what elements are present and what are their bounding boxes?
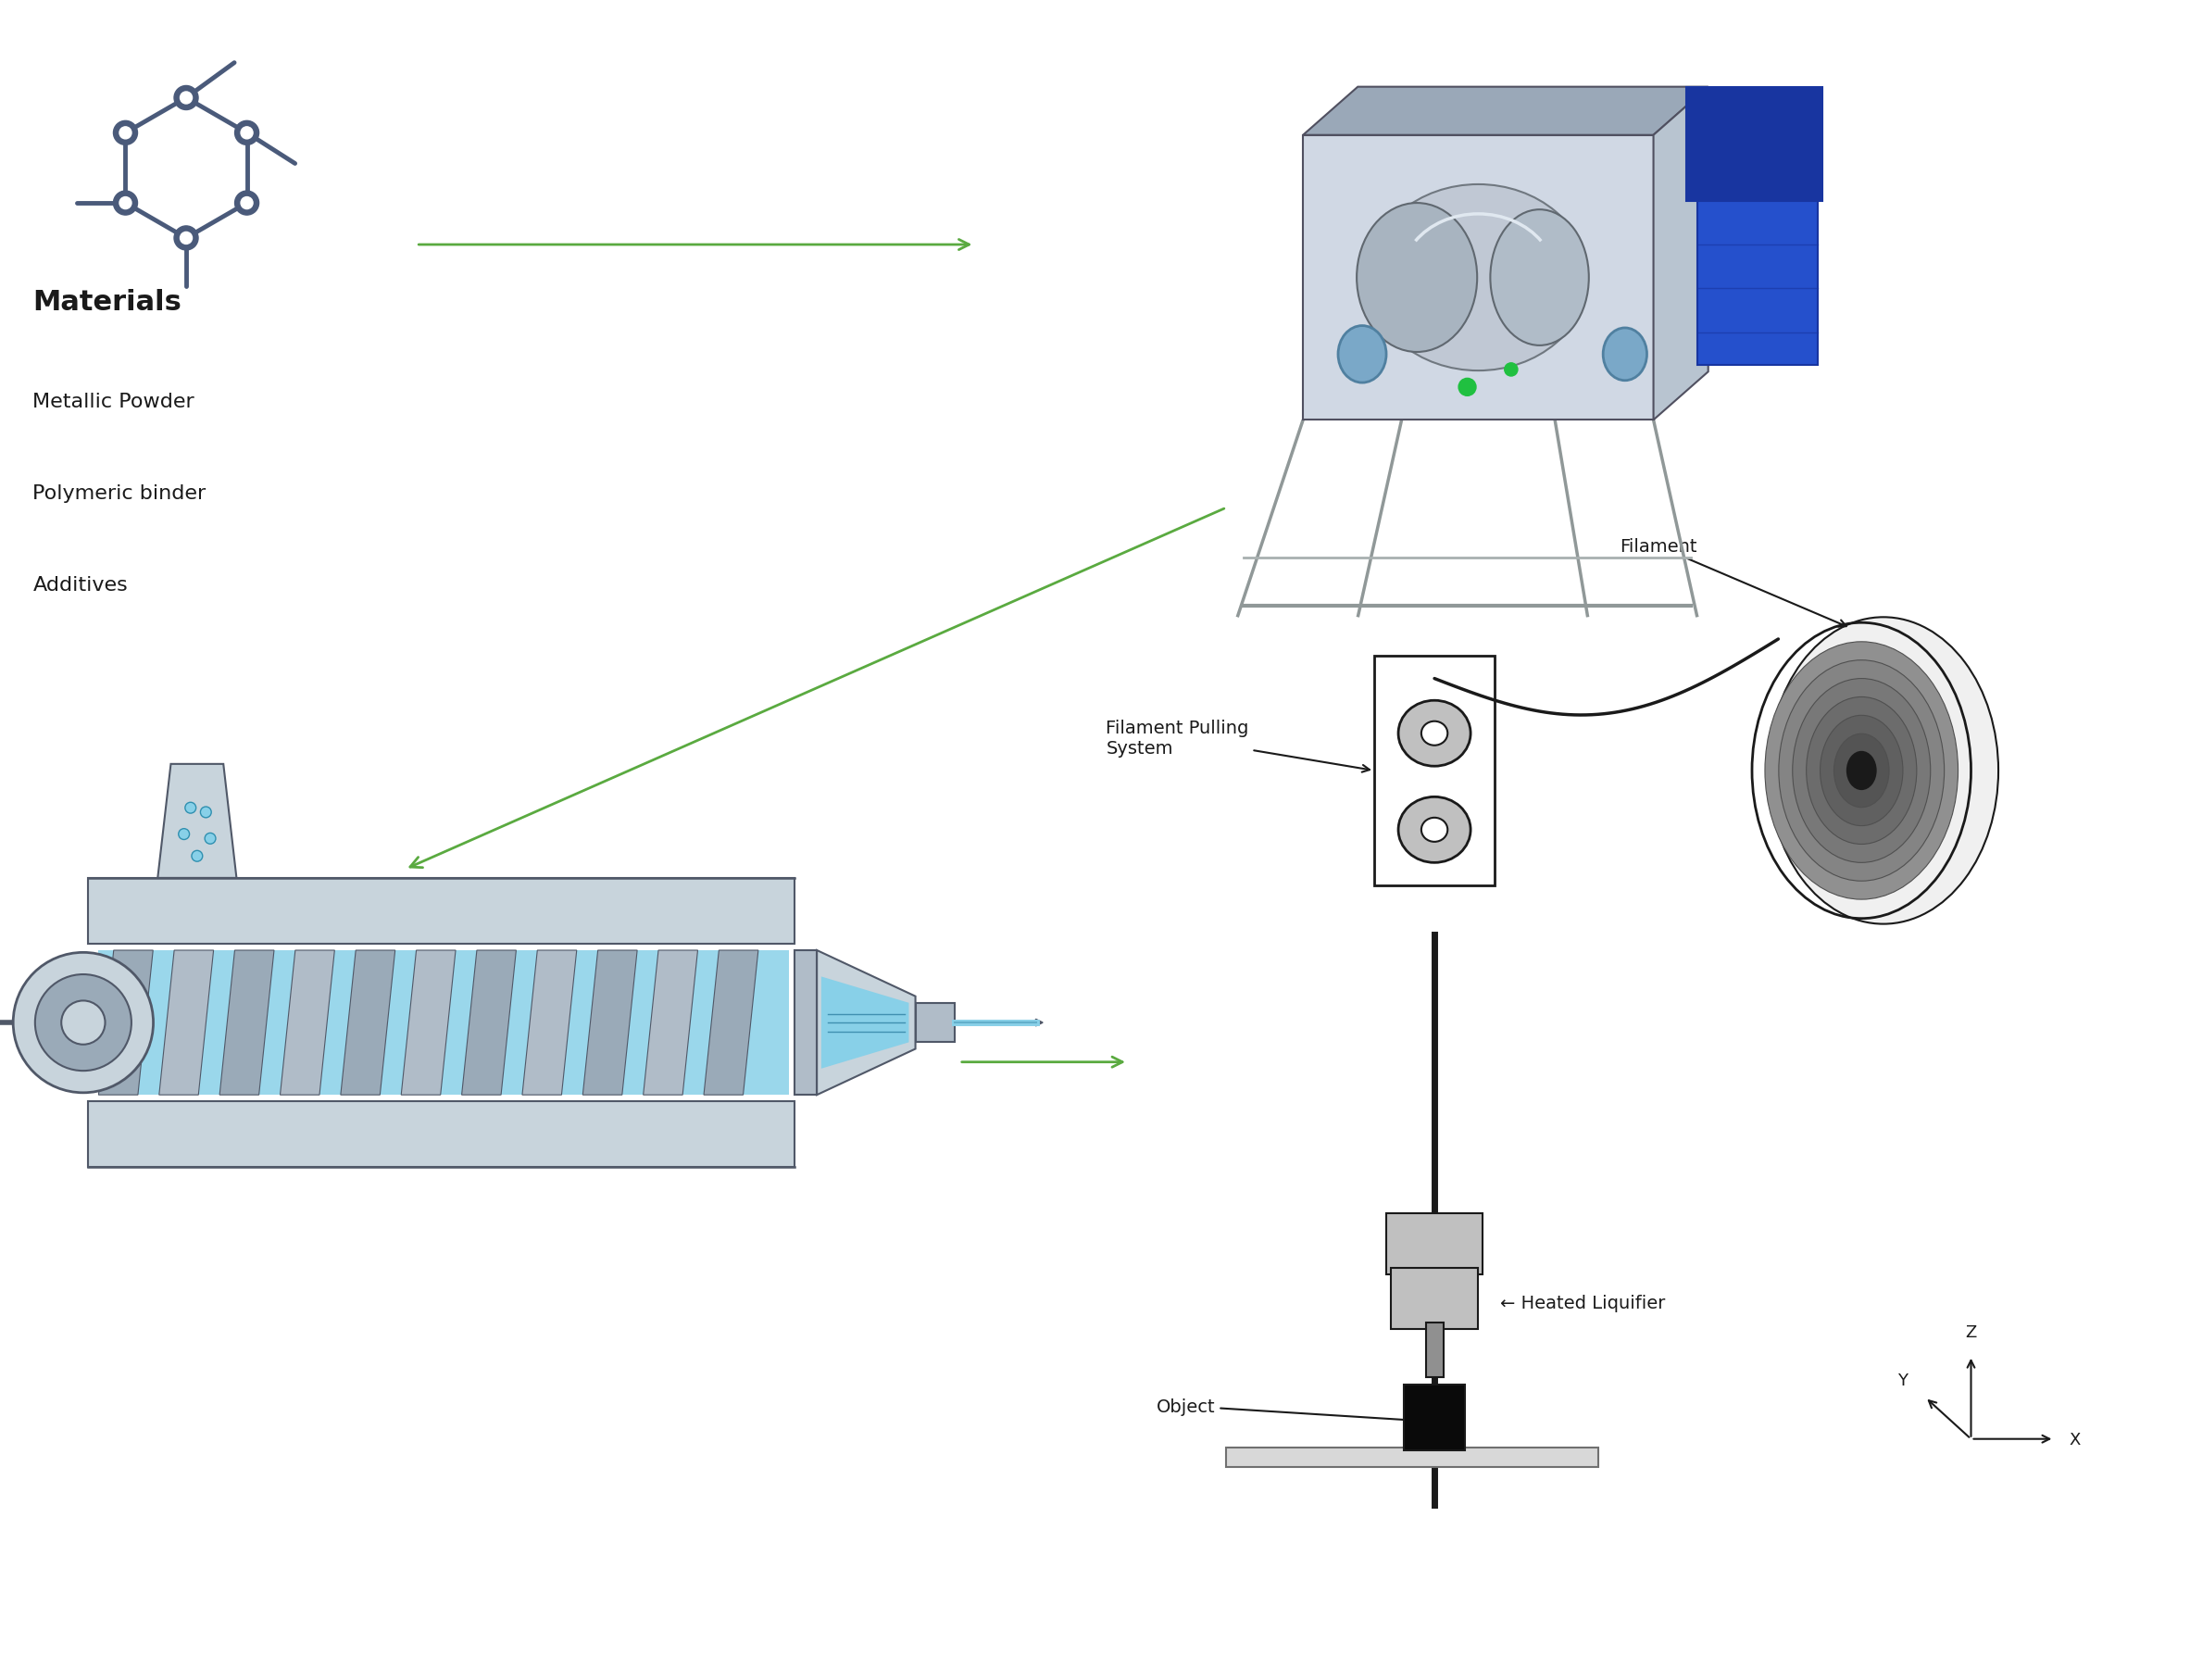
Ellipse shape (1489, 210, 1590, 346)
Ellipse shape (1848, 753, 1875, 790)
Polygon shape (342, 951, 394, 1095)
Polygon shape (160, 951, 215, 1095)
Ellipse shape (1833, 734, 1890, 808)
Ellipse shape (1791, 679, 1932, 864)
Ellipse shape (1603, 329, 1647, 381)
Ellipse shape (1778, 660, 1945, 882)
Text: Materials: Materials (33, 289, 182, 316)
Bar (1697, 168, 1818, 366)
Ellipse shape (1820, 716, 1903, 827)
Ellipse shape (1767, 618, 1997, 924)
Bar (99, 951, 788, 1095)
Polygon shape (817, 951, 915, 1095)
Circle shape (114, 192, 138, 215)
Bar (1226, 1448, 1599, 1468)
Ellipse shape (1356, 203, 1476, 353)
Circle shape (206, 833, 215, 845)
Polygon shape (462, 951, 517, 1095)
Bar (1375, 655, 1494, 885)
Text: Object: Object (1156, 1398, 1461, 1426)
Circle shape (1505, 363, 1518, 376)
Ellipse shape (1765, 642, 1958, 900)
Ellipse shape (1807, 697, 1916, 845)
Polygon shape (583, 951, 637, 1095)
Circle shape (180, 234, 193, 245)
Polygon shape (158, 764, 237, 879)
Bar (88, 879, 795, 944)
Circle shape (61, 1001, 105, 1045)
Text: Filament: Filament (1621, 538, 1846, 627)
Circle shape (180, 92, 193, 104)
Ellipse shape (1369, 185, 1588, 371)
Circle shape (193, 852, 201, 862)
Circle shape (1459, 380, 1476, 396)
Polygon shape (703, 951, 758, 1095)
Circle shape (234, 192, 258, 215)
Ellipse shape (1397, 701, 1472, 766)
Ellipse shape (1338, 326, 1386, 383)
Text: Additives: Additives (33, 576, 127, 595)
Bar (1404, 1384, 1465, 1450)
Text: X: X (2070, 1431, 2080, 1448)
Circle shape (234, 121, 258, 146)
Text: ← Heated Liquifier: ← Heated Liquifier (1500, 1295, 1664, 1312)
Circle shape (175, 86, 199, 111)
Bar (1686, 87, 1822, 202)
Circle shape (241, 198, 252, 210)
Polygon shape (99, 951, 153, 1095)
Polygon shape (219, 951, 274, 1095)
Polygon shape (1653, 87, 1708, 420)
Bar (915, 1003, 955, 1043)
Circle shape (184, 803, 197, 813)
Circle shape (177, 828, 188, 840)
Bar (1303, 136, 1653, 420)
Polygon shape (644, 951, 699, 1095)
Circle shape (120, 128, 131, 139)
Circle shape (175, 227, 199, 250)
Ellipse shape (1421, 722, 1448, 746)
Polygon shape (280, 951, 335, 1095)
Polygon shape (401, 951, 456, 1095)
Circle shape (120, 198, 131, 210)
Circle shape (13, 953, 153, 1094)
Bar (1426, 1322, 1443, 1378)
Text: Metallic Powder: Metallic Powder (33, 391, 195, 410)
Bar (88, 1102, 795, 1168)
Circle shape (35, 974, 131, 1072)
Circle shape (241, 128, 252, 139)
Bar (1386, 1213, 1483, 1275)
Text: Y: Y (1899, 1373, 1907, 1389)
Bar (795, 951, 817, 1095)
Polygon shape (1303, 87, 1708, 136)
Bar (1391, 1268, 1478, 1329)
Polygon shape (521, 951, 576, 1095)
Text: Z: Z (1964, 1324, 1978, 1341)
Ellipse shape (1397, 798, 1472, 864)
Text: Filament Pulling
System: Filament Pulling System (1106, 719, 1369, 773)
Ellipse shape (1421, 818, 1448, 842)
Circle shape (114, 121, 138, 146)
Text: Polymeric binder: Polymeric binder (33, 484, 206, 502)
Polygon shape (821, 976, 909, 1068)
Circle shape (201, 806, 210, 818)
